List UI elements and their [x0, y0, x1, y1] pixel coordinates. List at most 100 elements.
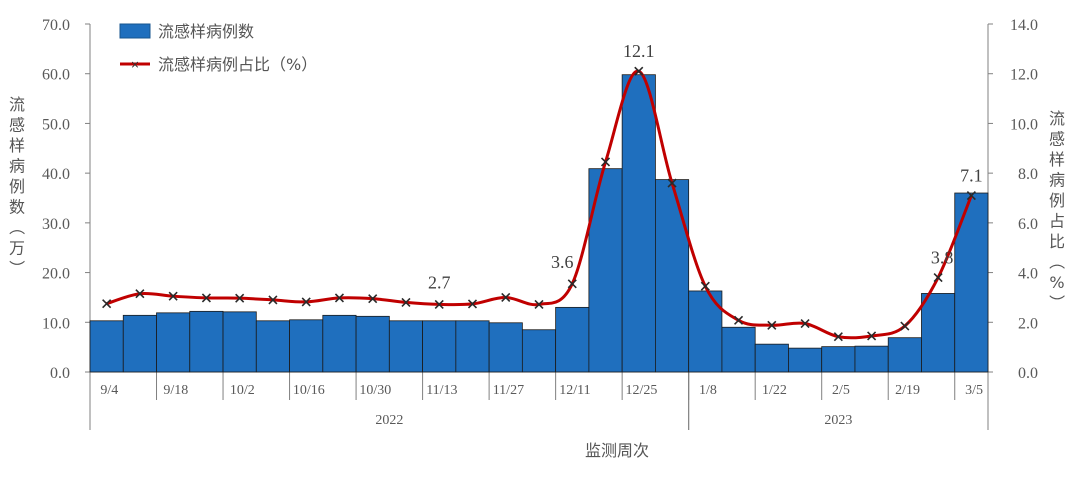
ratio-line: [106, 69, 973, 340]
y-right-title-char: 流: [1049, 109, 1065, 128]
ratio-marker-1/8: [700, 281, 710, 291]
y-left-tick-label: 50.0: [42, 116, 70, 133]
ratio-marker-11/20: [467, 299, 478, 309]
bar-1/15: [721, 326, 756, 373]
x-tick-label: 10/30: [359, 383, 391, 398]
ratio-marker-9/4: [102, 299, 112, 309]
y-right-tick-label: 4.0: [1018, 266, 1038, 283]
y-right-title-char: 样: [1049, 150, 1065, 169]
y-left-tick-label: 10.0: [42, 315, 70, 332]
bar-1/1: [655, 179, 690, 373]
y-left-title-char: 例: [9, 177, 25, 196]
legend-line-label: 流感样病例占比（%）: [158, 55, 317, 74]
ratio-marker-11/6: [401, 297, 411, 307]
bar-3/5: [954, 192, 989, 373]
ratio-marker-1/15: [733, 315, 744, 325]
ratio-marker-1/29: [800, 318, 810, 329]
ratio-marker-2/5: [833, 332, 843, 342]
ratio-marker-2/26: [933, 272, 943, 283]
ratio-marker-9/11: [135, 289, 145, 299]
x-year-label: 2023: [824, 413, 852, 428]
x-tick-label: 11/27: [493, 383, 524, 398]
bar-11/27: [488, 322, 523, 373]
bar-9/11: [122, 314, 157, 373]
y-right-tick-label: 2.0: [1018, 315, 1038, 332]
x-tick-label: 10/2: [230, 383, 255, 398]
y-right-title-char: 占: [1049, 212, 1065, 231]
bar-12/4: [521, 329, 557, 373]
bar-1/29: [788, 347, 823, 373]
x-tick-label: 12/11: [559, 383, 590, 398]
ratio-marker-9/18: [168, 291, 178, 301]
data-label: 3.6: [551, 252, 574, 272]
y-right-tick-label: 8.0: [1018, 166, 1038, 183]
y-left-title-char: （: [7, 219, 26, 235]
y-right-title-char: 例: [1049, 191, 1065, 210]
y-right-tick-label: 10.0: [1010, 116, 1038, 133]
bar-11/13: [422, 320, 457, 373]
x-tick-label: 10/16: [293, 383, 325, 398]
bar-9/4: [89, 320, 124, 373]
bar-10/30: [355, 315, 390, 373]
bar-10/2: [222, 311, 257, 373]
data-label: 12.1: [623, 41, 655, 61]
ratio-marker-12/4: [534, 299, 544, 309]
ratio-marker-2/12: [867, 331, 877, 341]
x-tick-label: 2/19: [895, 383, 920, 398]
y-left-title-char: 流: [9, 95, 25, 114]
y-left-tick-label: 20.0: [42, 266, 70, 283]
y-left-title-char: 样: [9, 136, 25, 155]
bar-9/18: [156, 312, 191, 373]
y-right-title-char: 比: [1049, 232, 1065, 251]
bar-2/19: [887, 337, 922, 373]
y-left-tick-label: 70.0: [42, 17, 70, 34]
data-label: 7.1: [960, 166, 983, 186]
y-right-tick-label: 6.0: [1018, 216, 1038, 233]
y-left-tick-label: 0.0: [50, 365, 70, 382]
bar-2/26: [921, 293, 956, 373]
y-right-title-char: （: [1047, 253, 1066, 269]
y-axis-right-title: 流感样病例占比 （% ）: [1047, 109, 1066, 311]
ratio-marker-10/2: [235, 293, 245, 303]
y-right-title-char: ）: [1047, 294, 1066, 310]
ratio-marker-12/18: [600, 157, 611, 167]
bar-12/18: [588, 168, 623, 373]
bar-12/25: [621, 74, 656, 373]
y-right-tick-label: 14.0: [1010, 17, 1038, 34]
x-axis-title: 监测周次: [585, 441, 649, 460]
bar-10/9: [255, 320, 290, 373]
legend-line-marker: ×: [130, 58, 139, 71]
data-labels: 2.7 3.6 12.1 3.8 7.1: [428, 41, 983, 292]
bar-9/25: [189, 310, 224, 373]
x-tick-label: 9/18: [163, 383, 188, 398]
y-right-title-char: %: [1049, 273, 1064, 292]
legend-bar-label: 流感样病例数: [158, 22, 254, 41]
y-right-tick-label: 0.0: [1018, 365, 1038, 382]
bar-2/5: [821, 346, 856, 373]
ratio-marker-10/16: [301, 297, 311, 307]
ratio-marker-3/5: [966, 190, 976, 201]
x-tick-label: 2/5: [832, 383, 850, 398]
ratio-marker-2/19: [900, 321, 910, 331]
bar-11/6: [388, 320, 423, 373]
y-left-title-char: 数: [9, 198, 25, 217]
y-left-title-char: 病: [9, 157, 25, 176]
ratio-marker-10/9: [268, 295, 278, 305]
ratio-marker-11/13: [434, 299, 444, 309]
legend: 流感样病例数 × 流感样病例占比（%）: [119, 22, 317, 74]
data-label: 2.7: [428, 272, 451, 292]
axes: 0.0 10.0 20.0 30.0 40.0 50.0 60.0 70.0 0.0 2.0 4.0…: [42, 17, 1038, 430]
x-tick-label: 3/5: [965, 383, 983, 398]
y-left-title-char: 感: [9, 116, 25, 135]
x-tick-label: 11/13: [426, 383, 457, 398]
x-tick-label: 12/25: [625, 383, 657, 398]
bar-10/16: [289, 319, 324, 373]
ratio-marker-11/27: [501, 292, 511, 302]
y-left-title-char: 万: [9, 239, 25, 258]
ratio-marker-1/1: [667, 178, 677, 188]
ratio-marker-12/25: [634, 66, 644, 76]
ratio-marker-12/11: [567, 279, 577, 289]
legend-bar-swatch: [119, 23, 151, 39]
ratio-marker-10/30: [368, 294, 378, 304]
